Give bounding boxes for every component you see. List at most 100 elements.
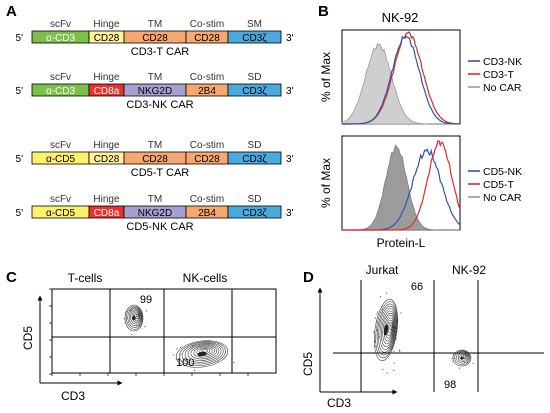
flow-c-right-title: NK-cells: [183, 271, 228, 285]
flow-d-ylabel: CD5: [301, 352, 315, 376]
top-legend-label-2: CD3-T: [483, 69, 515, 81]
construct-3-header-2: Hinge: [93, 140, 120, 151]
flow-c-right-contour-3: [181, 342, 224, 365]
flow-d-right-event: [454, 357, 456, 359]
bottom-legend-label-3: No CAR: [483, 192, 522, 204]
flow-c-right-core: [197, 351, 207, 357]
flow-d-left-event: [393, 369, 395, 372]
flow-d-right-core: [460, 356, 464, 360]
construct-1-segment-label-4: CD28: [194, 33, 220, 44]
construct-2-header-1: scFv: [50, 72, 71, 83]
flow-d-left-event: [376, 334, 378, 336]
flow-c-right-contour-5: [187, 344, 220, 361]
panel-letter-a: A: [6, 3, 17, 20]
construct-2-name: CD3-NK CAR: [126, 99, 193, 111]
flow-c-left-event: [130, 310, 132, 312]
flow-c-left-event: [136, 324, 138, 327]
construct-1-end3: 3': [286, 33, 294, 44]
flow-d-right-event: [472, 362, 474, 364]
flow-c-left-value: 99: [140, 294, 152, 306]
flow-d-left-event: [386, 292, 388, 294]
flow-c-right-contour-7: [193, 346, 215, 358]
flow-d-right-contour-5: [459, 353, 468, 361]
construct-1-header-2: Hinge: [93, 19, 120, 30]
construct-3-segment-label-5: CD3ζ: [242, 154, 267, 165]
construct-2-header-4: Co-stim: [190, 72, 224, 83]
flow-c-right-contour-4: [184, 343, 222, 363]
flow-d-left-event: [379, 296, 382, 298]
flow-d-left-event: [376, 329, 378, 331]
flow-d-left-contour-3: [376, 303, 397, 356]
flow-c-right-event: [176, 348, 178, 350]
construct-1-header-4: Co-stim: [190, 19, 224, 30]
flow-d-left-event: [376, 313, 378, 315]
flow-c-left-event: [140, 314, 142, 316]
flow-c-left-title: T-cells: [68, 271, 103, 285]
construct-4-end3: 3': [286, 208, 294, 219]
panel-letter-d: D: [303, 269, 314, 286]
flow-c-right-event: [191, 346, 193, 348]
flow-d-right-contour-3: [456, 351, 470, 364]
construct-2-header-2: Hinge: [93, 72, 120, 83]
construct-4-segment-label-1: α-CD5: [46, 208, 76, 219]
histogram-bottom-nocar-curve: [342, 144, 460, 231]
flow-d-left-event: [395, 338, 397, 340]
flow-d-left-event: [399, 350, 401, 352]
flow-c-ylabel: CD5: [21, 326, 35, 350]
flow-c-right-contour-2: [178, 341, 226, 366]
panel-d: D Jurkat NK-92 66 98 CD5 CD3: [301, 263, 544, 410]
flow-d-left-event: [381, 306, 383, 308]
flow-c-left-contour-6: [131, 310, 141, 323]
construct-4-segment-5: [227, 205, 282, 219]
construct-3-segment-label-2: CD28: [94, 154, 120, 165]
flow-c-right-event: [192, 344, 194, 347]
flow-c-right-event: [217, 360, 219, 362]
construct-2-segment-label-1: α-CD3: [46, 86, 76, 97]
flow-c-right-event: [233, 362, 235, 364]
flow-d-left-event: [378, 335, 380, 338]
construct-4-segment-label-3: NKG2D: [138, 208, 172, 219]
flow-d-right-contour-6: [461, 353, 467, 360]
top-legend-label-1: CD3-NK: [483, 56, 522, 68]
top-legend-label-3: No CAR: [483, 82, 522, 94]
flow-c-right-event: [175, 358, 177, 360]
construct-1-segment-label-3: CD28: [142, 33, 168, 44]
construct-3-segment-5: [227, 151, 282, 165]
construct-4-header-2: Hinge: [93, 194, 120, 205]
flow-c-left-event: [124, 322, 126, 324]
flow-c-left-event: [126, 310, 128, 312]
flow-d-left-contour-4: [378, 305, 397, 353]
flow-d-left-contour-1: [374, 298, 398, 362]
flow-d-left-event: [386, 372, 388, 374]
flow-d-right-event: [454, 353, 456, 355]
bottom-legend-label-1: CD5-NK: [483, 166, 522, 178]
flow-c-left-event: [144, 326, 146, 328]
construct-2-end5: 5': [16, 86, 24, 97]
panel-letter-c: C: [6, 269, 17, 286]
flow-d-left-event: [374, 345, 377, 348]
flow-c-left-event: [124, 312, 126, 314]
flow-d-left-core: [383, 324, 389, 336]
construct-1-segment-5: [227, 30, 282, 44]
panel-letter-b: B: [318, 3, 329, 20]
flow-d-xlabel: CD3: [327, 396, 351, 410]
flow-d-left-event: [400, 312, 402, 314]
construct-4-header-4: Co-stim: [190, 194, 224, 205]
flow-d-left-contour-5: [379, 308, 396, 350]
flow-c-left-event: [126, 317, 128, 319]
flow-d-right-event: [458, 367, 461, 369]
construct-2-segment-label-4: 2B4: [198, 86, 216, 97]
construct-4-name: CD5-NK CAR: [126, 221, 193, 233]
flow-d-right-event: [458, 352, 460, 354]
flow-c-right-event: [172, 354, 174, 356]
construct-2-segment-label-5: CD3ζ: [242, 86, 267, 97]
flow-d-right-contour-1: [452, 349, 472, 367]
flow-d-left-contour-6: [381, 310, 396, 348]
construct-2-header-5: SD: [248, 72, 262, 83]
flow-c-right-event: [180, 353, 182, 355]
flow-c-left-contour-5: [130, 309, 141, 325]
